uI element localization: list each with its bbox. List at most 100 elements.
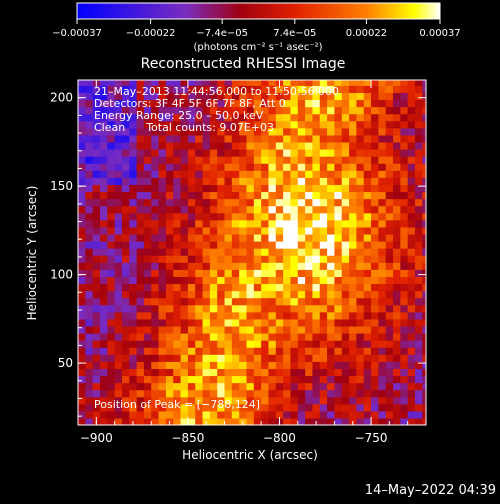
heatmap-cell bbox=[327, 92, 336, 101]
heatmap-cell bbox=[180, 318, 189, 327]
heatmap-cell bbox=[297, 297, 306, 306]
heatmap-cell bbox=[136, 396, 145, 405]
heatmap-cell bbox=[253, 248, 262, 256]
heatmap-cell bbox=[290, 375, 299, 384]
heatmap-cell bbox=[121, 241, 130, 249]
heatmap-cell bbox=[246, 403, 255, 412]
heatmap-cell bbox=[363, 113, 372, 122]
heatmap-cell bbox=[85, 297, 94, 306]
heatmap-cell bbox=[356, 170, 365, 178]
heatmap-cell bbox=[356, 417, 365, 425]
heatmap-cell bbox=[78, 248, 86, 256]
heatmap-cell bbox=[378, 290, 387, 299]
heatmap-cell bbox=[195, 255, 204, 263]
heatmap-cell bbox=[85, 311, 94, 320]
heatmap-cell bbox=[129, 198, 138, 207]
heatmap-cell bbox=[224, 113, 233, 122]
heatmap-cell bbox=[224, 269, 233, 277]
heatmap-cell bbox=[195, 92, 204, 101]
heatmap-cell bbox=[202, 290, 211, 299]
heatmap-cell bbox=[356, 361, 365, 369]
heatmap-cell bbox=[407, 410, 416, 419]
heatmap-cell bbox=[407, 219, 416, 228]
heatmap-cell bbox=[319, 410, 328, 419]
heatmap-cell bbox=[371, 248, 379, 256]
heatmap-cell bbox=[305, 205, 314, 214]
heatmap-cell bbox=[363, 226, 372, 235]
heatmap-cell bbox=[217, 403, 226, 412]
heatmap-cell bbox=[158, 99, 167, 108]
heatmap-cell bbox=[253, 92, 262, 101]
heatmap-cell bbox=[187, 375, 196, 384]
heatmap-cell bbox=[283, 283, 292, 292]
heatmap-cell bbox=[107, 149, 116, 157]
heatmap-cell bbox=[312, 106, 321, 115]
heatmap-cell bbox=[356, 389, 365, 398]
heatmap-cell bbox=[371, 141, 379, 150]
heatmap-cell bbox=[422, 382, 426, 391]
heatmap-cell bbox=[224, 325, 233, 334]
heatmap-cell bbox=[385, 127, 394, 136]
heatmap-cell bbox=[180, 205, 189, 214]
heatmap-cell bbox=[261, 255, 270, 263]
heatmap-cell bbox=[312, 134, 321, 143]
heatmap-cell bbox=[143, 290, 152, 299]
heatmap-cell bbox=[297, 283, 306, 292]
heatmap-cell bbox=[334, 297, 343, 306]
heatmap-cell bbox=[290, 80, 299, 86]
heatmap-cell bbox=[312, 177, 321, 185]
heatmap-cell bbox=[275, 304, 284, 313]
heatmap-cell bbox=[231, 149, 240, 157]
heatmap-cell bbox=[173, 269, 182, 277]
heatmap-cell bbox=[129, 163, 138, 171]
heatmap-cell bbox=[422, 318, 426, 327]
heatmap-cell bbox=[217, 219, 226, 228]
heatmap-cell bbox=[165, 127, 174, 136]
heatmap-cell bbox=[99, 85, 108, 93]
heatmap-cell bbox=[151, 92, 160, 101]
heatmap-cell bbox=[290, 233, 299, 242]
heatmap-cell bbox=[217, 396, 226, 405]
heatmap-cell bbox=[173, 248, 182, 256]
heatmap-cell bbox=[129, 361, 138, 369]
heatmap-cell bbox=[283, 248, 292, 256]
heatmap-cell bbox=[290, 191, 299, 200]
heatmap-cell bbox=[165, 141, 174, 150]
heatmap-cell bbox=[180, 354, 189, 362]
heatmap-cell bbox=[158, 417, 167, 425]
heatmap-cell bbox=[268, 184, 277, 193]
heatmap-cell bbox=[231, 333, 240, 341]
heatmap-cell bbox=[305, 106, 314, 115]
heatmap-cell bbox=[92, 85, 101, 93]
heatmap-cell bbox=[136, 382, 145, 391]
heatmap-cell bbox=[378, 212, 387, 221]
heatmap-cell bbox=[275, 184, 284, 193]
heatmap-cell bbox=[422, 170, 426, 178]
heatmap-cell bbox=[246, 163, 255, 171]
heatmap-cell bbox=[385, 290, 394, 299]
heatmap-cell bbox=[385, 134, 394, 143]
heatmap-cell bbox=[312, 375, 321, 384]
heatmap-cell bbox=[334, 325, 343, 334]
heatmap-cell bbox=[275, 85, 284, 93]
heatmap-cell bbox=[187, 191, 196, 200]
heatmap-cell bbox=[239, 191, 248, 200]
heatmap-cell bbox=[246, 417, 255, 425]
heatmap-cell bbox=[363, 80, 372, 86]
heatmap-cell bbox=[334, 233, 343, 242]
heatmap-cell bbox=[253, 184, 262, 193]
heatmap-cell bbox=[195, 283, 204, 292]
heatmap-cell bbox=[393, 318, 401, 327]
heatmap-cell bbox=[143, 120, 152, 129]
heatmap-cell bbox=[268, 361, 277, 369]
heatmap-cell bbox=[239, 325, 248, 334]
heatmap-cell bbox=[349, 127, 357, 136]
heatmap-cell bbox=[239, 241, 248, 249]
heatmap-cell bbox=[312, 410, 321, 419]
heatmap-cell bbox=[114, 184, 123, 193]
heatmap-cell bbox=[393, 99, 401, 108]
heatmap-cell bbox=[78, 219, 86, 228]
heatmap-cell bbox=[297, 396, 306, 405]
heatmap-cell bbox=[319, 417, 328, 425]
heatmap-cell bbox=[319, 170, 328, 178]
